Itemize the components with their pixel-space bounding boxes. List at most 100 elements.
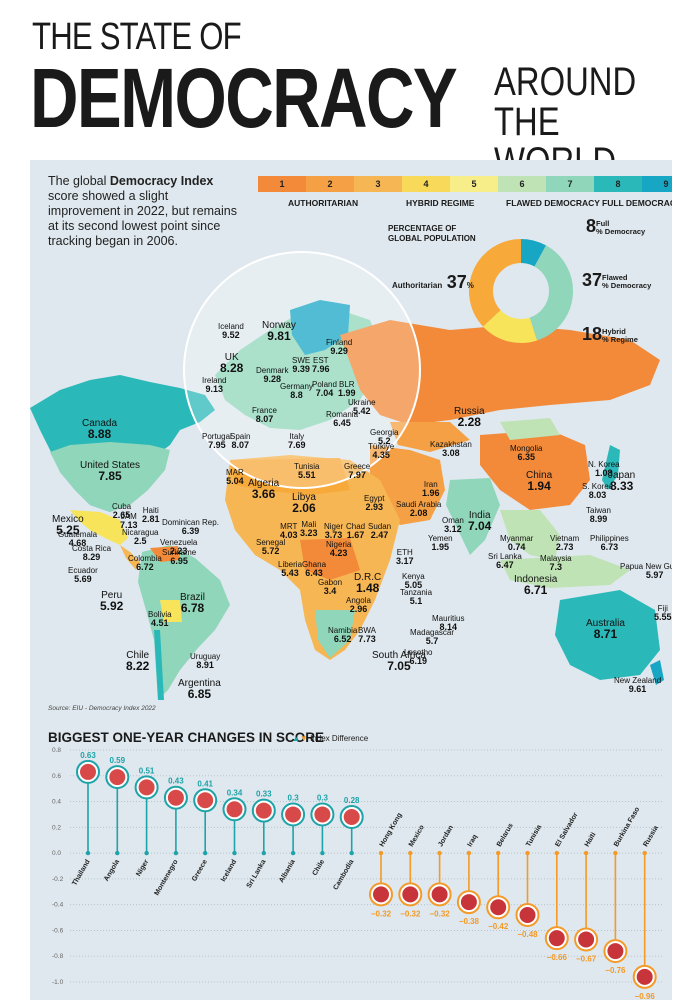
data-label: 0.3 — [288, 793, 300, 802]
venezuela-shape — [150, 546, 180, 562]
country-label-angola: Angola 2.96 — [346, 596, 371, 614]
country-score: 2.23 — [169, 546, 188, 556]
country-label-lesotho: Lesotho 6.19 — [404, 648, 432, 666]
country-score: 2.93 — [365, 502, 383, 512]
country-name: Russia — [454, 406, 485, 417]
country-label-chile: Chile 8.22 — [126, 650, 149, 672]
country-name: Brazil — [180, 592, 206, 603]
stat-flawed: 37Flawed% Democracy — [582, 270, 652, 290]
country-score: 7.73 — [358, 634, 376, 644]
country-name: Peru — [101, 590, 123, 601]
country-score: 2.81 — [142, 514, 160, 524]
country-name: France — [252, 406, 277, 415]
country-label-madagascar: Madagascar 5.7 — [410, 628, 454, 646]
scandinavia-shape — [290, 300, 350, 355]
country-name: Tanzania — [400, 588, 433, 597]
country-label-yemen: Yemen 1.95 — [428, 534, 453, 552]
bar-base-dot — [437, 850, 442, 856]
data-label: −0.32 — [371, 909, 392, 918]
country-score: 7.04 — [315, 388, 334, 398]
country-score: 0.74 — [507, 542, 526, 552]
data-label: 0.43 — [168, 777, 184, 786]
legend-cell-7: 7 — [546, 176, 594, 192]
country-label-bolivia: Bolivia 4.51 — [148, 610, 172, 628]
country-name: Colombia — [128, 554, 162, 563]
country-label-iran: Iran 1.96 — [422, 480, 440, 498]
flag-fill — [226, 801, 243, 818]
data-label: 0.34 — [227, 788, 243, 797]
country-label-tunisia: Tunisia 5.51 — [294, 462, 320, 480]
country-name: Ghana — [302, 560, 327, 569]
flag-fill — [109, 769, 126, 786]
country-name: Papua New Guinea — [620, 562, 672, 571]
country-score: 5.72 — [261, 546, 280, 556]
donut-slice-flawed — [528, 245, 573, 341]
data-label: 0.63 — [80, 751, 96, 760]
country-score: 7.69 — [288, 440, 306, 450]
country-score: 6.43 — [305, 568, 323, 578]
country-label-brazil: Brazil 6.78 — [180, 592, 205, 614]
country-name: Iceland — [218, 322, 244, 331]
country-label-greece: Greece 7.97 — [344, 462, 370, 480]
country-score: 7.05 — [387, 659, 411, 673]
country-name: SWE — [292, 356, 311, 365]
country-score: 9.28 — [263, 374, 281, 384]
country-name: EST — [312, 356, 329, 365]
country-score: 5.51 — [297, 470, 316, 480]
bar-base-dot — [232, 850, 237, 856]
bar-base-dot — [642, 850, 647, 856]
country-name: Algeria — [248, 478, 280, 489]
country-label-malaysia: Malaysia 7.3 — [540, 554, 572, 572]
country-name: Iran — [423, 480, 438, 489]
category-label: Hong Kong — [379, 812, 404, 848]
bolivia-shape — [160, 600, 182, 622]
country-name: Liberia — [278, 560, 303, 569]
new-zealand-shape — [650, 660, 664, 685]
y-tick-label: 0.8 — [52, 747, 61, 754]
country-score: 8.91 — [196, 660, 214, 670]
data-label: −0.48 — [517, 930, 538, 939]
country-name: Mexico — [52, 514, 84, 525]
country-score: 2.65 — [112, 510, 131, 520]
country-score: 2.06 — [292, 501, 316, 515]
bar-base-dot — [144, 850, 149, 856]
country-label-new-zealand: New Zealand 9.61 — [614, 676, 661, 694]
changes-chart-panel: BIGGEST ONE-YEAR CHANGES IN SCORE ▲▼ Ind… — [30, 720, 672, 1000]
country-label-norway: Norway 9.81 — [262, 320, 296, 342]
country-name: Yemen — [428, 534, 453, 543]
country-score: 2.73 — [555, 542, 574, 552]
country-score: 8.07 — [231, 440, 249, 450]
country-label-peru: Peru 5.92 — [100, 590, 123, 612]
country-label-kazakhstan: Kazakhstan 3.08 — [430, 440, 472, 458]
country-label-algeria: Algeria 3.66 — [248, 478, 279, 500]
country-name: Chile — [126, 650, 150, 661]
flag-fill — [138, 779, 155, 796]
flag-fill — [519, 906, 536, 923]
country-label-papua-new-guinea: Papua New Guinea5.97 — [620, 562, 672, 580]
country-score: 5.7 — [425, 636, 439, 646]
bar-base-dot — [554, 850, 559, 856]
country-label-cuba: Cuba 2.65 — [112, 502, 131, 520]
country-label-senegal: Senegal 5.72 — [256, 538, 285, 556]
bar-base-dot — [466, 850, 472, 856]
country-name: Italy — [289, 432, 305, 441]
bar-base-dot — [115, 850, 120, 856]
chart-title: BIGGEST ONE-YEAR CHANGES IN SCORE — [48, 730, 325, 745]
country-name: ETH — [396, 548, 413, 557]
country-name: Lesotho — [404, 648, 433, 657]
country-score: 3.66 — [251, 487, 276, 501]
country-label-colombia: Colombia 6.72 — [128, 554, 162, 572]
category-label: Cambodia — [332, 859, 355, 892]
country-label-nigeria: Nigeria 4.23 — [326, 540, 351, 558]
country-name: Malaysia — [540, 554, 572, 563]
country-label-ireland: Ireland 9.13 — [202, 376, 226, 394]
flag-fill — [343, 809, 360, 826]
country-score: 6.73 — [600, 542, 619, 552]
country-name: Myanmar — [500, 534, 534, 543]
country-label-saudi-arabia: Saudi Arabia 2.08 — [396, 500, 441, 518]
country-name: Uruguay — [190, 652, 221, 661]
country-name: Australia — [586, 618, 625, 629]
country-score: 1.96 — [422, 488, 440, 498]
russia-shape — [340, 320, 660, 425]
y-tick-label: -0.8 — [52, 953, 64, 960]
